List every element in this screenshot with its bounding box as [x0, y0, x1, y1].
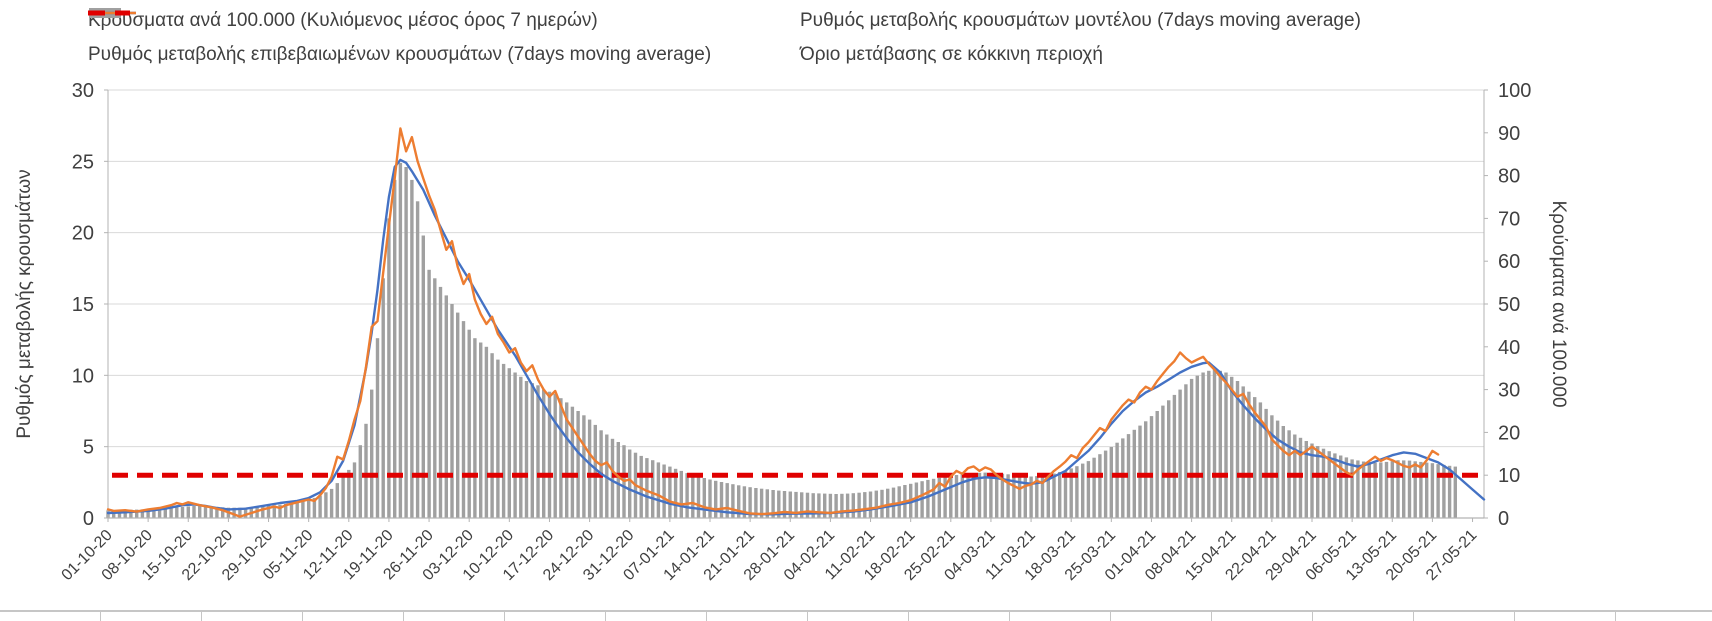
legend-item-confirmed-line: Ρυθμός μεταβολής επιβεβαιωμένων κρουσμάτ…	[88, 11, 800, 70]
svg-text:5: 5	[83, 437, 94, 459]
svg-text:60: 60	[1498, 251, 1520, 273]
svg-text:20: 20	[72, 223, 94, 245]
y-axis-right-labels: 0 10 20 30 40 50 60 70 80 90 100	[1498, 80, 1531, 530]
svg-text:40: 40	[1498, 337, 1520, 359]
legend-label-model-line: Ρυθμός μεταβολής κρουσμάτων μοντέλου (7d…	[800, 10, 1361, 31]
y-axis-left-title: Ρυθμός μεταβολής κρουσμάτων	[14, 169, 35, 438]
chart-legend: Κρούσματα ανά 100.000 (Κυλιόμενος μέσος …	[88, 6, 1361, 70]
svg-text:80: 80	[1498, 166, 1520, 188]
x-axis-labels: 01-10-2008-10-2015-10-2022-10-2029-10-20…	[59, 527, 1481, 584]
svg-text:30: 30	[72, 80, 94, 102]
legend-item-threshold: Όριο μετάβασης σε κόκκινη περιοχή	[88, 10, 1361, 70]
bars-series	[106, 162, 1457, 519]
svg-text:70: 70	[1498, 208, 1520, 230]
legend-label-cases-bars: Κρούσματα ανά 100.000 (Κυλιόμενος μέσος …	[88, 10, 598, 31]
gridlines	[108, 89, 1484, 448]
axes	[104, 89, 1488, 522]
svg-text:90: 90	[1498, 123, 1520, 145]
sheet-edge-decoration	[0, 610, 1712, 621]
dashed-line-swatch-icon	[88, 10, 130, 16]
svg-text:50: 50	[1498, 294, 1520, 316]
y-axis-left-labels: 0 5 10 15 20 25 30	[72, 80, 94, 530]
svg-text:0: 0	[1498, 508, 1509, 530]
legend-label-confirmed-line: Ρυθμός μεταβολής επιβεβαιωμένων κρουσμάτ…	[88, 44, 712, 65]
legend-item-cases-bars: Κρούσματα ανά 100.000 (Κυλιόμενος μέσος …	[88, 6, 800, 36]
confirmed-line-series	[106, 127, 1440, 518]
svg-text:10: 10	[72, 365, 94, 387]
svg-text:20: 20	[1498, 422, 1520, 444]
svg-text:15: 15	[72, 294, 94, 316]
legend-label-threshold: Όριο μετάβασης σε κόκκινη περιοχή	[800, 44, 1103, 65]
svg-text:25: 25	[72, 151, 94, 173]
y-axis-right-title: Κρούσματα ανά 100.000	[1548, 200, 1569, 407]
svg-text:0: 0	[83, 508, 94, 530]
legend-item-model-line: Ρυθμός μεταβολής κρουσμάτων μοντέλου (7d…	[88, 6, 1361, 36]
svg-text:30: 30	[1498, 380, 1520, 402]
svg-text:100: 100	[1498, 80, 1531, 102]
svg-text:10: 10	[1498, 465, 1520, 487]
